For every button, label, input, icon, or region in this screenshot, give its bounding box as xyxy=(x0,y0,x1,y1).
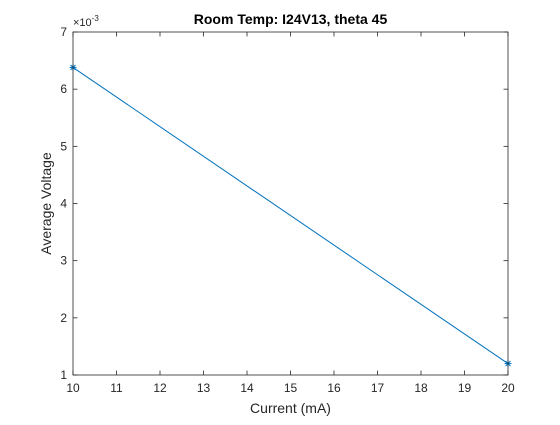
x-ticks: 10 11 12 13 14 15 16 17 18 19 20 xyxy=(66,32,515,395)
x-tick-label: 16 xyxy=(327,381,341,395)
x-tick-label: 13 xyxy=(197,381,211,395)
x-tick-label: 18 xyxy=(414,381,428,395)
x-tick-label: 14 xyxy=(240,381,254,395)
y-exponent-base: ×10 xyxy=(73,17,92,29)
y-tick-label: 2 xyxy=(60,311,67,325)
y-tick-label: 1 xyxy=(60,368,67,382)
y-tick-label: 5 xyxy=(60,139,67,153)
x-tick-label: 17 xyxy=(371,381,385,395)
x-tick-label: 19 xyxy=(458,381,472,395)
series-line xyxy=(72,67,509,364)
plot-background xyxy=(73,32,508,375)
y-exponent-power: -3 xyxy=(92,14,100,23)
x-tick-label: 12 xyxy=(153,381,167,395)
x-tick-label: 15 xyxy=(284,381,298,395)
y-tick-label: 6 xyxy=(60,82,67,96)
y-ticks: 1 2 3 4 5 6 7 xyxy=(60,25,508,382)
x-tick-label: 10 xyxy=(66,381,80,395)
y-axis-title: Average Voltage xyxy=(38,152,54,255)
x-tick-label: 11 xyxy=(110,381,123,395)
chart-title: Room Temp: I24V13, theta 45 xyxy=(194,11,388,27)
x-axis-title: Current (mA) xyxy=(250,400,331,416)
y-tick-label: 3 xyxy=(60,254,67,268)
x-tick-label: 20 xyxy=(501,381,515,395)
y-exponent-label: ×10-3 xyxy=(73,14,99,29)
y-tick-label: 7 xyxy=(60,25,67,39)
y-tick-label: 4 xyxy=(60,197,67,211)
plot-box xyxy=(72,31,509,376)
